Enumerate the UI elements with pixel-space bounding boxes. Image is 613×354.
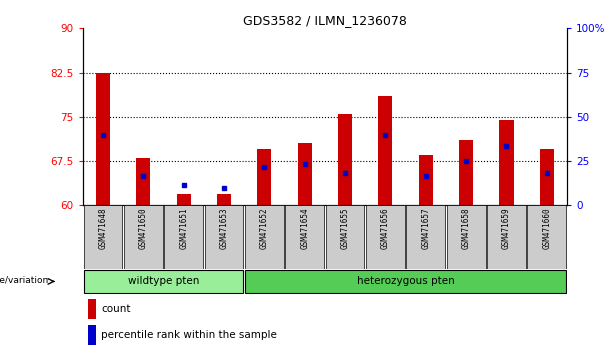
Bar: [326, 205, 365, 269]
Bar: [83, 205, 123, 269]
Text: GSM471651: GSM471651: [179, 207, 188, 249]
Bar: [164, 205, 203, 269]
Bar: [500, 120, 514, 205]
Bar: [447, 205, 485, 269]
Text: GSM471657: GSM471657: [421, 207, 430, 249]
Text: GSM471653: GSM471653: [219, 207, 229, 249]
Text: GSM471659: GSM471659: [502, 207, 511, 249]
Bar: [285, 205, 324, 269]
Bar: [366, 205, 405, 269]
Text: GSM471654: GSM471654: [300, 207, 309, 249]
Bar: [419, 155, 433, 205]
Text: count: count: [101, 304, 131, 314]
Bar: [205, 205, 243, 269]
Text: heterozygous pten: heterozygous pten: [357, 276, 454, 286]
Bar: [257, 149, 272, 205]
Text: GSM471656: GSM471656: [381, 207, 390, 249]
Text: GSM471660: GSM471660: [543, 207, 551, 249]
Title: GDS3582 / ILMN_1236078: GDS3582 / ILMN_1236078: [243, 14, 407, 27]
Bar: [406, 205, 445, 269]
Bar: [83, 270, 243, 292]
Bar: [136, 158, 150, 205]
Bar: [338, 114, 352, 205]
Bar: [378, 96, 392, 205]
Bar: [124, 205, 162, 269]
Text: genotype/variation: genotype/variation: [0, 276, 49, 285]
Text: wildtype pten: wildtype pten: [128, 276, 199, 286]
Bar: [487, 205, 526, 269]
Bar: [217, 194, 231, 205]
Text: GSM471652: GSM471652: [260, 207, 269, 249]
Bar: [459, 141, 473, 205]
Text: GSM471658: GSM471658: [462, 207, 471, 249]
Bar: [527, 205, 566, 269]
Text: GSM471650: GSM471650: [139, 207, 148, 249]
Bar: [96, 73, 110, 205]
Text: GSM471648: GSM471648: [99, 207, 107, 249]
Bar: [177, 194, 191, 205]
Bar: [540, 149, 554, 205]
Text: percentile rank within the sample: percentile rank within the sample: [101, 330, 277, 340]
Bar: [245, 205, 284, 269]
Bar: [88, 299, 96, 319]
Text: GSM471655: GSM471655: [341, 207, 349, 249]
Bar: [245, 270, 566, 292]
Bar: [88, 325, 96, 345]
Bar: [298, 143, 312, 205]
